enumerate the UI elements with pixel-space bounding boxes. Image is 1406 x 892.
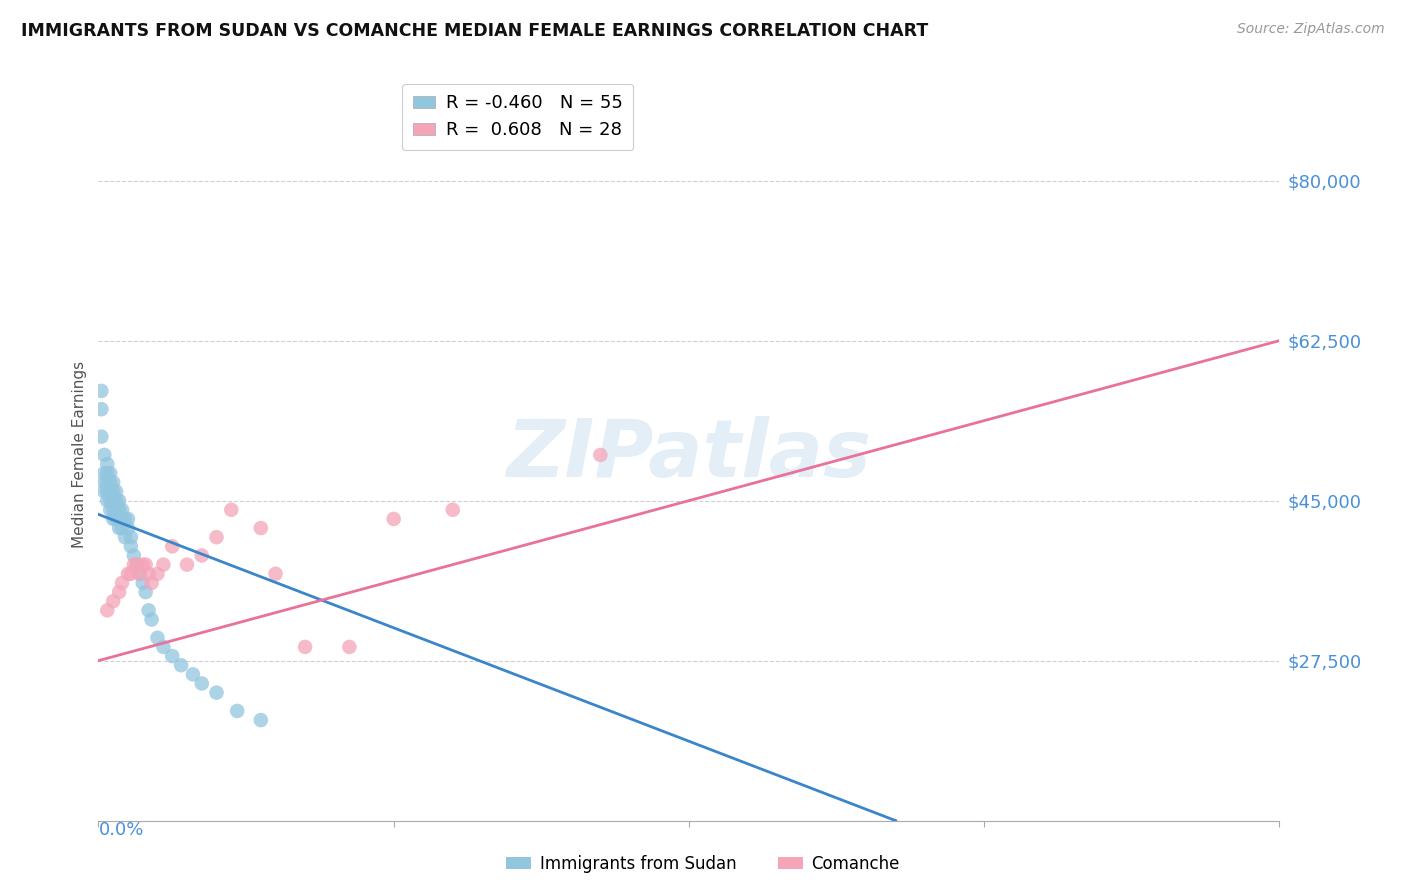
Point bbox=[96, 484, 118, 499]
Point bbox=[98, 475, 121, 490]
Point bbox=[205, 530, 228, 544]
Point bbox=[117, 521, 139, 535]
Legend: R = -0.460   N = 55, R =  0.608   N = 28: R = -0.460 N = 55, R = 0.608 N = 28 bbox=[402, 84, 633, 150]
Point bbox=[138, 603, 160, 617]
Point bbox=[146, 631, 169, 645]
Point bbox=[138, 566, 160, 581]
Point bbox=[103, 594, 125, 608]
Point bbox=[191, 549, 214, 563]
Point bbox=[135, 585, 157, 599]
Point bbox=[181, 667, 204, 681]
Point bbox=[120, 566, 142, 581]
Point bbox=[103, 512, 125, 526]
Point bbox=[90, 384, 112, 398]
Point bbox=[96, 475, 118, 490]
Point bbox=[111, 576, 134, 591]
Point bbox=[120, 539, 142, 553]
Point bbox=[122, 549, 145, 563]
Legend: Immigrants from Sudan, Comanche: Immigrants from Sudan, Comanche bbox=[499, 848, 907, 880]
Point bbox=[132, 576, 155, 591]
Point bbox=[96, 466, 118, 480]
Point bbox=[105, 484, 128, 499]
Point bbox=[176, 558, 198, 572]
Point bbox=[441, 502, 464, 516]
Point bbox=[146, 566, 169, 581]
Point bbox=[152, 640, 174, 654]
Point bbox=[114, 530, 136, 544]
Point bbox=[90, 402, 112, 417]
Point bbox=[108, 502, 131, 516]
Point bbox=[589, 448, 612, 462]
Point bbox=[339, 640, 361, 654]
Point bbox=[93, 475, 115, 490]
Point bbox=[96, 457, 118, 471]
Point bbox=[108, 585, 131, 599]
Text: 0.0%: 0.0% bbox=[98, 821, 143, 838]
Point bbox=[128, 566, 150, 581]
Point bbox=[135, 558, 157, 572]
Text: ZIPatlas: ZIPatlas bbox=[506, 416, 872, 494]
Point bbox=[152, 558, 174, 572]
Point bbox=[108, 512, 131, 526]
Point bbox=[226, 704, 249, 718]
Point bbox=[103, 502, 125, 516]
Point bbox=[132, 558, 155, 572]
Point bbox=[98, 484, 121, 499]
Point bbox=[128, 566, 150, 581]
Point bbox=[382, 512, 405, 526]
Point bbox=[250, 521, 273, 535]
Point bbox=[111, 521, 134, 535]
Point bbox=[264, 566, 287, 581]
Text: Source: ZipAtlas.com: Source: ZipAtlas.com bbox=[1237, 22, 1385, 37]
Point bbox=[117, 512, 139, 526]
Point bbox=[141, 612, 163, 626]
Point bbox=[294, 640, 316, 654]
Point bbox=[205, 685, 228, 699]
Point bbox=[117, 566, 139, 581]
Point bbox=[103, 484, 125, 499]
Point bbox=[141, 576, 163, 591]
Point bbox=[98, 466, 121, 480]
Point bbox=[162, 649, 183, 664]
Point bbox=[96, 493, 118, 508]
Point bbox=[93, 448, 115, 462]
Point bbox=[191, 676, 214, 690]
Point bbox=[98, 493, 121, 508]
Point bbox=[221, 502, 243, 516]
Point bbox=[111, 512, 134, 526]
Point bbox=[105, 512, 128, 526]
Point bbox=[103, 475, 125, 490]
Point bbox=[122, 558, 145, 572]
Point bbox=[103, 493, 125, 508]
Y-axis label: Median Female Earnings: Median Female Earnings bbox=[72, 361, 87, 549]
Point bbox=[96, 603, 118, 617]
Point bbox=[162, 539, 183, 553]
Point bbox=[90, 429, 112, 443]
Text: IMMIGRANTS FROM SUDAN VS COMANCHE MEDIAN FEMALE EARNINGS CORRELATION CHART: IMMIGRANTS FROM SUDAN VS COMANCHE MEDIAN… bbox=[21, 22, 928, 40]
Point bbox=[120, 530, 142, 544]
Point bbox=[125, 558, 148, 572]
Point bbox=[98, 502, 121, 516]
Point bbox=[108, 493, 131, 508]
Point bbox=[250, 713, 273, 727]
Point bbox=[105, 502, 128, 516]
Point bbox=[111, 502, 134, 516]
Point bbox=[105, 493, 128, 508]
Point bbox=[125, 558, 148, 572]
Point bbox=[170, 658, 193, 673]
Point bbox=[108, 521, 131, 535]
Point bbox=[114, 512, 136, 526]
Point bbox=[93, 466, 115, 480]
Point bbox=[93, 484, 115, 499]
